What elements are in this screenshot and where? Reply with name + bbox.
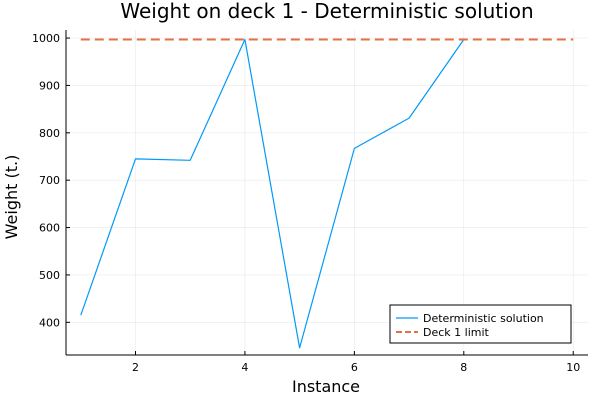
y-tick-label: 1000 xyxy=(32,32,60,45)
y-tick-label: 600 xyxy=(39,222,60,235)
y-tick-label: 500 xyxy=(39,269,60,282)
y-tick-label: 700 xyxy=(39,174,60,187)
legend-label-1: Deck 1 limit xyxy=(423,326,490,339)
series-layer xyxy=(80,38,574,349)
grid xyxy=(66,30,588,355)
x-axis-label: Instance xyxy=(292,377,360,396)
tick-labels: 2 4 6 8 10 400 500 600 700 800 900 1000 xyxy=(32,32,580,374)
legend-label-0: Deterministic solution xyxy=(423,312,544,325)
x-tick-label: 10 xyxy=(566,361,580,374)
legend-box xyxy=(389,304,572,344)
y-tick-label: 900 xyxy=(39,79,60,92)
x-tick-label: 8 xyxy=(460,361,467,374)
x-tick-label: 4 xyxy=(241,361,248,374)
axes xyxy=(65,30,588,356)
x-tick-label: 2 xyxy=(132,361,139,374)
x-tick-label: 6 xyxy=(351,361,358,374)
y-axis-label: Weight (t.) xyxy=(2,155,21,240)
y-tick-label: 400 xyxy=(39,316,60,329)
y-tick-label: 800 xyxy=(39,127,60,140)
series-line-0 xyxy=(80,38,465,349)
chart-title: Weight on deck 1 - Deterministic solutio… xyxy=(120,0,533,23)
